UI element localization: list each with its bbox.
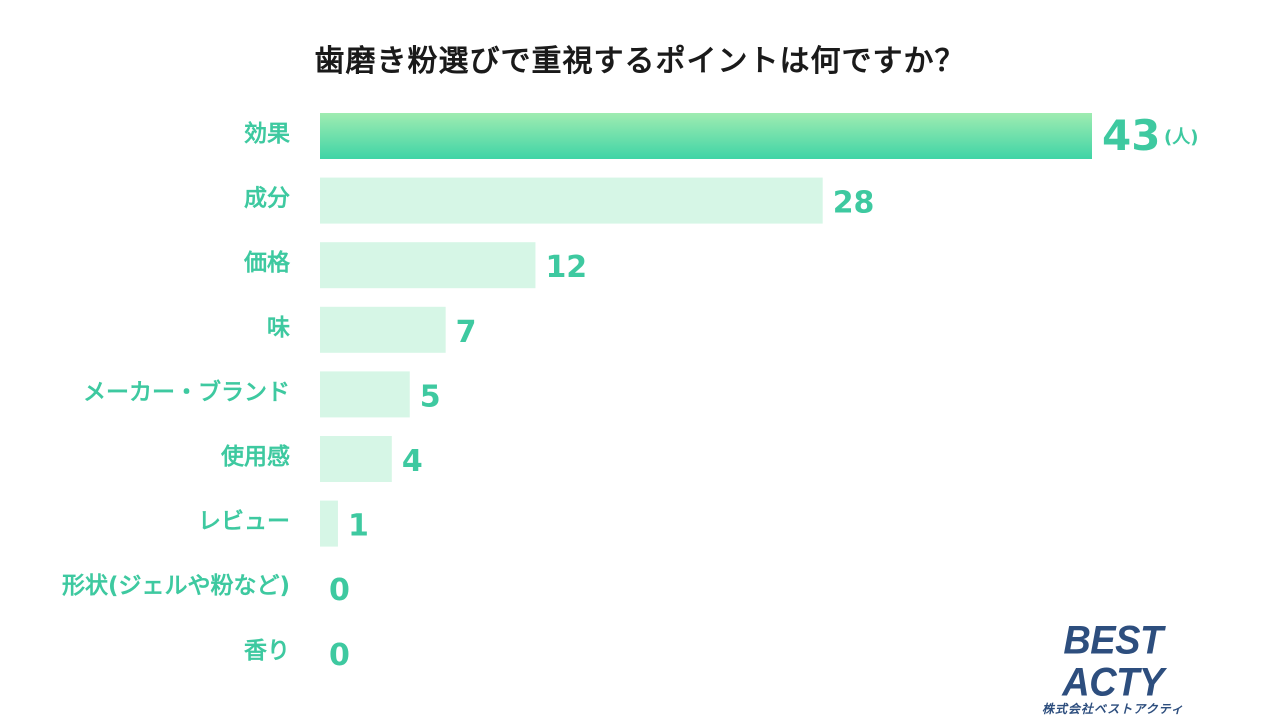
logo-company-name: 株式会社ベストアクティ xyxy=(1042,702,1184,716)
category-label: 使用感 xyxy=(220,443,290,470)
value-label: 5 xyxy=(420,379,441,414)
value-label: 0 xyxy=(329,573,350,608)
category-label: 味 xyxy=(267,315,290,341)
value-label: 28 xyxy=(833,186,875,221)
bar xyxy=(320,306,446,353)
bar xyxy=(320,242,536,289)
bar xyxy=(320,371,410,418)
value-label: 0 xyxy=(329,638,350,673)
category-label: 効果 xyxy=(244,120,290,147)
category-label: 香り xyxy=(244,638,290,664)
bar xyxy=(320,177,823,224)
bar xyxy=(320,113,1092,159)
value-label: 7 xyxy=(456,315,477,350)
value-label: 4 xyxy=(402,444,423,479)
category-label: メーカー・ブランド xyxy=(83,378,290,405)
value-label: 12 xyxy=(545,250,587,285)
bar xyxy=(320,500,338,547)
chart-title: 歯磨き粉選びで重視するポイントは何ですか？ xyxy=(314,44,966,79)
value-label: 43 xyxy=(1102,111,1160,160)
category-label: レビュー xyxy=(198,509,290,535)
logo-wordmark: BEST ACTY xyxy=(1062,618,1164,706)
unit-label: (人) xyxy=(1164,127,1198,148)
category-label: 価格 xyxy=(243,249,291,276)
category-label: 成分 xyxy=(244,186,290,212)
value-label: 1 xyxy=(348,509,369,544)
bar xyxy=(320,436,392,482)
company-logo: BEST ACTY 株式会社ベストアクティ xyxy=(1018,618,1208,716)
category-label: 形状(ジェルや粉など) xyxy=(62,572,290,599)
